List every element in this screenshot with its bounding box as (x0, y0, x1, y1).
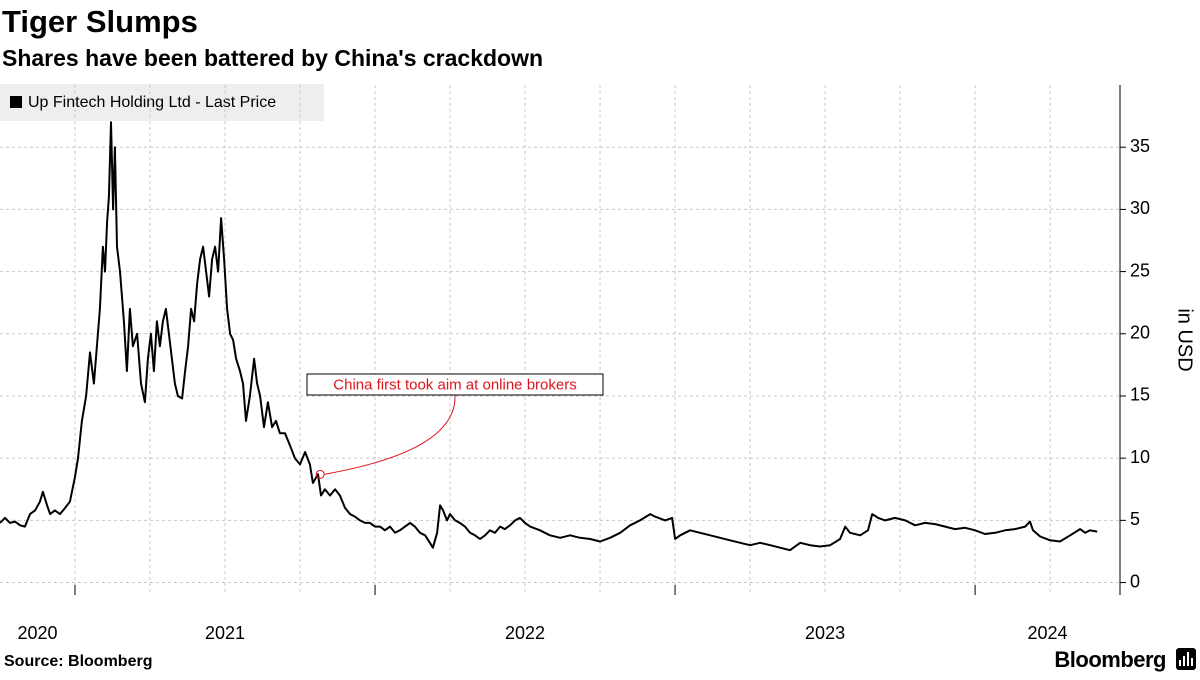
chart-subtitle: Shares have been battered by China's cra… (2, 45, 543, 71)
y-tick-label: 0 (1130, 571, 1140, 591)
brand: Bloomberg (1054, 647, 1166, 672)
source: Source: Bloomberg (4, 653, 152, 670)
y-axis-label: in USD (1174, 308, 1196, 371)
annotation-marker (315, 469, 325, 479)
y-tick-label: 15 (1130, 385, 1150, 405)
annotation-box (306, 373, 604, 396)
x-tick-label: 2021 (205, 623, 245, 643)
y-tick-label: 25 (1130, 260, 1150, 280)
legend-label: Up Fintech Holding Ltd - Last Price (28, 94, 276, 111)
annotation-connector (324, 394, 456, 475)
chart-title: Tiger Slumps (2, 4, 198, 39)
x-tick-label: 2020 (17, 623, 57, 643)
brand-icon-bars (1179, 652, 1193, 666)
x-tick-label: 2024 (1028, 623, 1068, 643)
y-tick-label: 30 (1130, 198, 1150, 218)
y-tick-label: 20 (1130, 323, 1150, 343)
line-series (0, 121, 1098, 552)
x-tick-label: 2023 (805, 623, 845, 643)
legend-swatch (10, 96, 22, 108)
y-tick-label: 35 (1130, 136, 1150, 156)
legend-box (0, 84, 324, 121)
y-tick-label: 10 (1130, 447, 1150, 467)
annotation-text: China first took aim at online brokers (333, 376, 576, 393)
x-tick-label: 2022 (505, 623, 545, 643)
y-tick-label: 5 (1130, 509, 1140, 529)
